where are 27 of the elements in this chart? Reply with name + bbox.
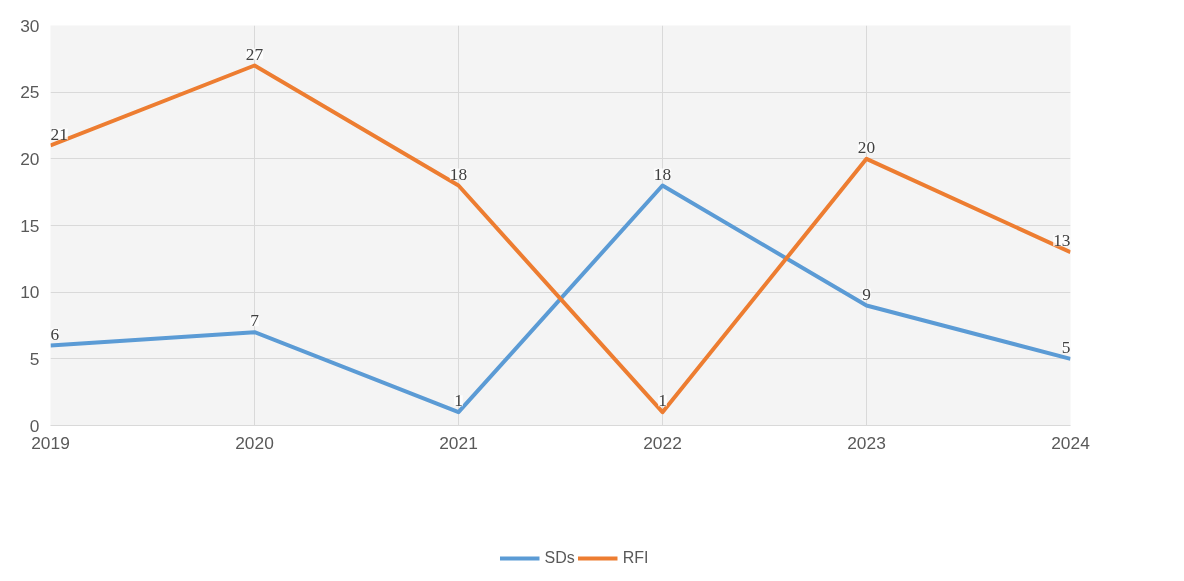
x-tick-label: 2023: [847, 432, 886, 453]
data-label: 1: [658, 391, 667, 411]
data-label: 6: [50, 324, 60, 344]
x-tick-label: 2020: [235, 432, 274, 453]
line-series: [50, 63, 1071, 415]
y-tick-label: 15: [20, 215, 40, 236]
data-label: 13: [1053, 231, 1071, 251]
data-label: 18: [449, 164, 468, 184]
y-tick-label: 20: [20, 148, 40, 169]
x-tick-label: 2021: [439, 432, 478, 453]
legend-label: SDs: [544, 548, 575, 567]
data-label: 21: [50, 124, 68, 144]
data-label: 5: [1061, 337, 1071, 357]
x-tick-label: 2024: [1051, 432, 1091, 453]
y-tick-label: 10: [20, 282, 40, 303]
y-tick-label: 30: [20, 15, 40, 36]
y-tick-label: 5: [29, 348, 40, 369]
data-label: 20: [857, 137, 876, 157]
data-label: 18: [653, 164, 672, 184]
x-tick-label: 2022: [643, 432, 682, 453]
data-label: 9: [862, 284, 871, 304]
y-tick-label: 25: [20, 82, 40, 103]
data-label: 27: [245, 44, 264, 64]
line-series: [50, 183, 1071, 415]
data-label: 1: [454, 391, 463, 411]
data-label: 7: [250, 311, 260, 331]
legend-label: RFI: [622, 548, 649, 567]
